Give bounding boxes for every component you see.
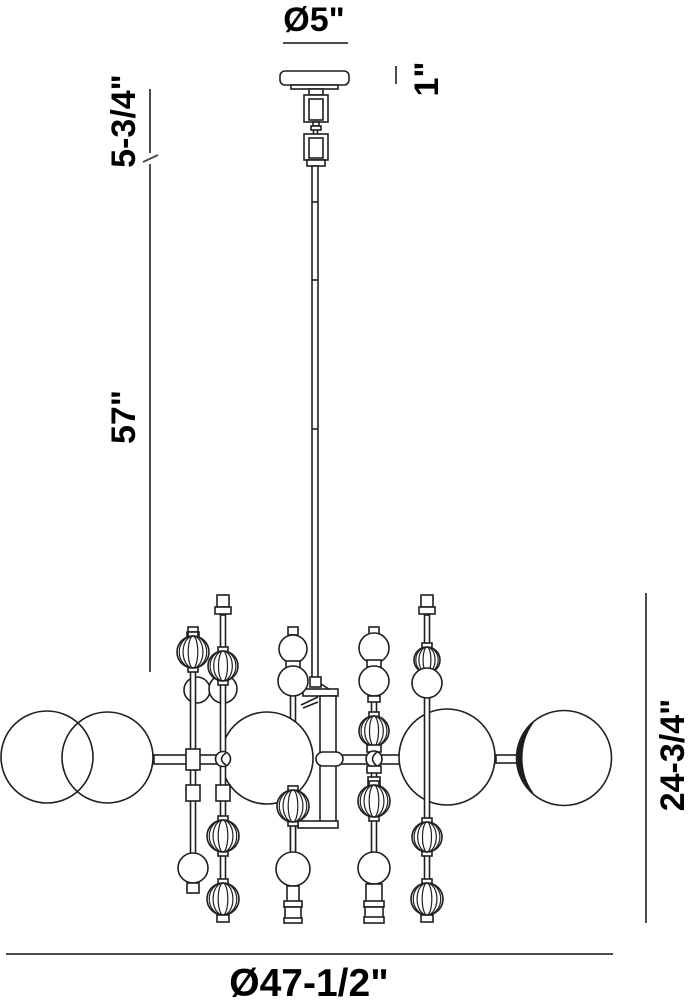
dimension-annotations: Ø5" 1" 5-3/4" 57" 24-3/4" Ø47-1/2": [6, 1, 688, 1000]
dim-fixture-width-label: Ø47-1/2": [229, 962, 388, 1000]
dim-hanger-height-label: 5-3/4": [105, 74, 143, 168]
dim-canopy-height-label: 1": [408, 61, 446, 96]
dim-rod-drop-label: 57": [105, 390, 143, 444]
dim-break-tick: [142, 154, 159, 163]
dim-canopy-diameter-label: Ø5": [283, 1, 344, 39]
dim-fixture-height-label: 24-3/4": [654, 699, 688, 812]
chandelier-fixture: [0, 70, 613, 924]
